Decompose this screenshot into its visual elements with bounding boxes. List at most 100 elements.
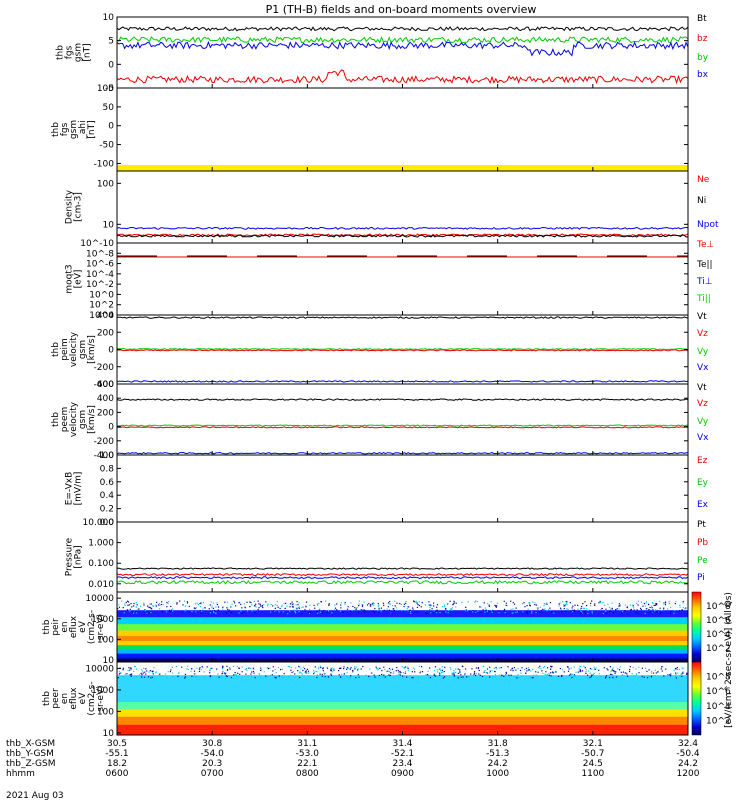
legend-item: Te⊥ <box>696 240 715 250</box>
spectrogram-pixel <box>288 676 290 678</box>
spectrogram-pixel <box>531 612 533 614</box>
spectrogram-pixel <box>584 667 586 669</box>
spectrogram-pixel <box>488 605 491 607</box>
spectrogram-pixel <box>546 602 548 604</box>
spectrogram-pixel <box>608 674 610 676</box>
spectrogram-pixel <box>297 670 299 672</box>
legend-bx: bx <box>697 70 709 80</box>
y-tick-label: 0.6 <box>100 478 115 488</box>
spectrogram-pixel <box>221 676 223 678</box>
spectrogram-pixel <box>433 674 435 676</box>
spectrogram-pixel <box>388 674 390 676</box>
spectrogram-pixel <box>326 675 328 677</box>
spectrogram-pixel <box>167 602 169 605</box>
spectrogram-pixel <box>363 601 365 603</box>
spectrogram-pixel <box>468 675 470 678</box>
spectrogram-pixel <box>550 667 553 669</box>
spectrogram-pixel <box>325 600 327 602</box>
spectrogram-pixel <box>441 605 444 608</box>
spectrogram-pixel <box>243 611 245 613</box>
spectrogram-pixel <box>141 674 143 676</box>
spectrogram-pixel <box>503 609 505 612</box>
spectrogram-pixel <box>477 610 479 612</box>
spectrogram-pixel <box>144 671 146 673</box>
spectrogram-pixel <box>601 607 603 610</box>
spectrogram-pixel <box>270 603 272 606</box>
spectrogram-pixel <box>486 672 488 674</box>
spectrogram-pixel <box>381 669 383 672</box>
spectrogram-pixel <box>182 604 184 606</box>
y-tick-label: 10 <box>103 729 115 739</box>
spectrogram-pixel <box>222 666 224 668</box>
spectrogram-pixel <box>402 675 404 677</box>
spectrogram-pixel <box>598 669 600 671</box>
spectrogram-pixel <box>202 667 204 669</box>
spectrogram-pixel <box>316 670 318 673</box>
spectrogram-pixel <box>396 602 398 604</box>
y-tick-label: 1.0 <box>100 451 115 461</box>
spectrogram-pixel <box>402 672 404 674</box>
spectrogram-pixel <box>491 611 493 613</box>
spectrogram-pixel <box>177 675 179 677</box>
spectrogram-pixel <box>292 603 294 605</box>
spectrogram-pixel <box>123 612 125 614</box>
spectrogram-pixel <box>301 612 303 615</box>
spectrogram-pixel <box>392 672 395 674</box>
spectrogram-pixel <box>274 668 276 671</box>
spectrogram-pixel <box>313 671 316 673</box>
spectrogram-pixel <box>657 671 659 673</box>
spectrogram-pixel <box>451 673 453 675</box>
spectrogram-pixel <box>425 674 427 676</box>
spectrogram-pixel <box>321 673 323 676</box>
spectrogram-pixel <box>339 676 342 678</box>
spectrogram-pixel <box>635 668 637 670</box>
spectrogram-pixel <box>130 676 132 678</box>
spectrogram-pixel <box>600 609 602 611</box>
spectrogram-pixel <box>227 608 229 611</box>
spectrogram-pixel <box>390 672 392 674</box>
spectrogram-pixel <box>632 666 634 669</box>
spectrogram-pixel <box>254 612 256 614</box>
spectrogram-pixel <box>568 668 570 670</box>
spectrogram-pixel <box>129 610 131 612</box>
spectrogram-pixel <box>500 667 502 669</box>
spectrogram-pixel <box>480 606 482 608</box>
spectrogram-pixel <box>290 666 293 669</box>
spectrogram-pixel <box>417 604 419 606</box>
spectrogram-pixel <box>561 669 564 671</box>
spectrogram-pixel <box>245 673 247 675</box>
spectrogram-pixel <box>664 602 666 604</box>
spectrogram-pixel <box>546 610 548 612</box>
spectrogram-pixel <box>572 676 574 678</box>
spectrogram-pixel <box>489 666 491 668</box>
spectrogram-pixel <box>204 607 206 609</box>
spectrogram-pixel <box>124 673 126 675</box>
spectrogram-pixel <box>527 667 530 669</box>
spectrogram-pixel <box>686 673 688 675</box>
spectrogram-pixel <box>550 665 552 667</box>
spectrogram-pixel <box>605 610 607 612</box>
spectrogram-pixel <box>535 604 538 606</box>
y-tick-label: 10 <box>103 13 115 23</box>
spectrogram-pixel <box>464 672 466 675</box>
spectrogram-pixel <box>216 668 218 670</box>
spectrogram-pixel <box>661 666 663 668</box>
spectrogram-pixel <box>661 676 663 679</box>
spectrogram-pixel <box>301 673 303 675</box>
spectrogram-pixel <box>129 608 131 610</box>
spectrogram-pixel <box>226 675 228 678</box>
spectrogram-pixel <box>148 606 150 608</box>
spectrogram-pixel <box>340 667 342 669</box>
spectrogram-pixel <box>196 602 198 604</box>
spectrogram-pixel <box>198 670 201 673</box>
ephemeris-value: 0800 <box>296 769 319 779</box>
spectrogram-pixel <box>659 600 661 603</box>
spectrogram-pixel <box>584 612 587 614</box>
spectrogram-pixel <box>565 603 568 605</box>
spectrogram-pixel <box>615 676 618 678</box>
y-axis-label: thb fgs gsm _ahi [nT] <box>51 120 97 140</box>
spectrogram-pixel <box>298 602 300 604</box>
spectrogram-pixel <box>505 674 507 676</box>
